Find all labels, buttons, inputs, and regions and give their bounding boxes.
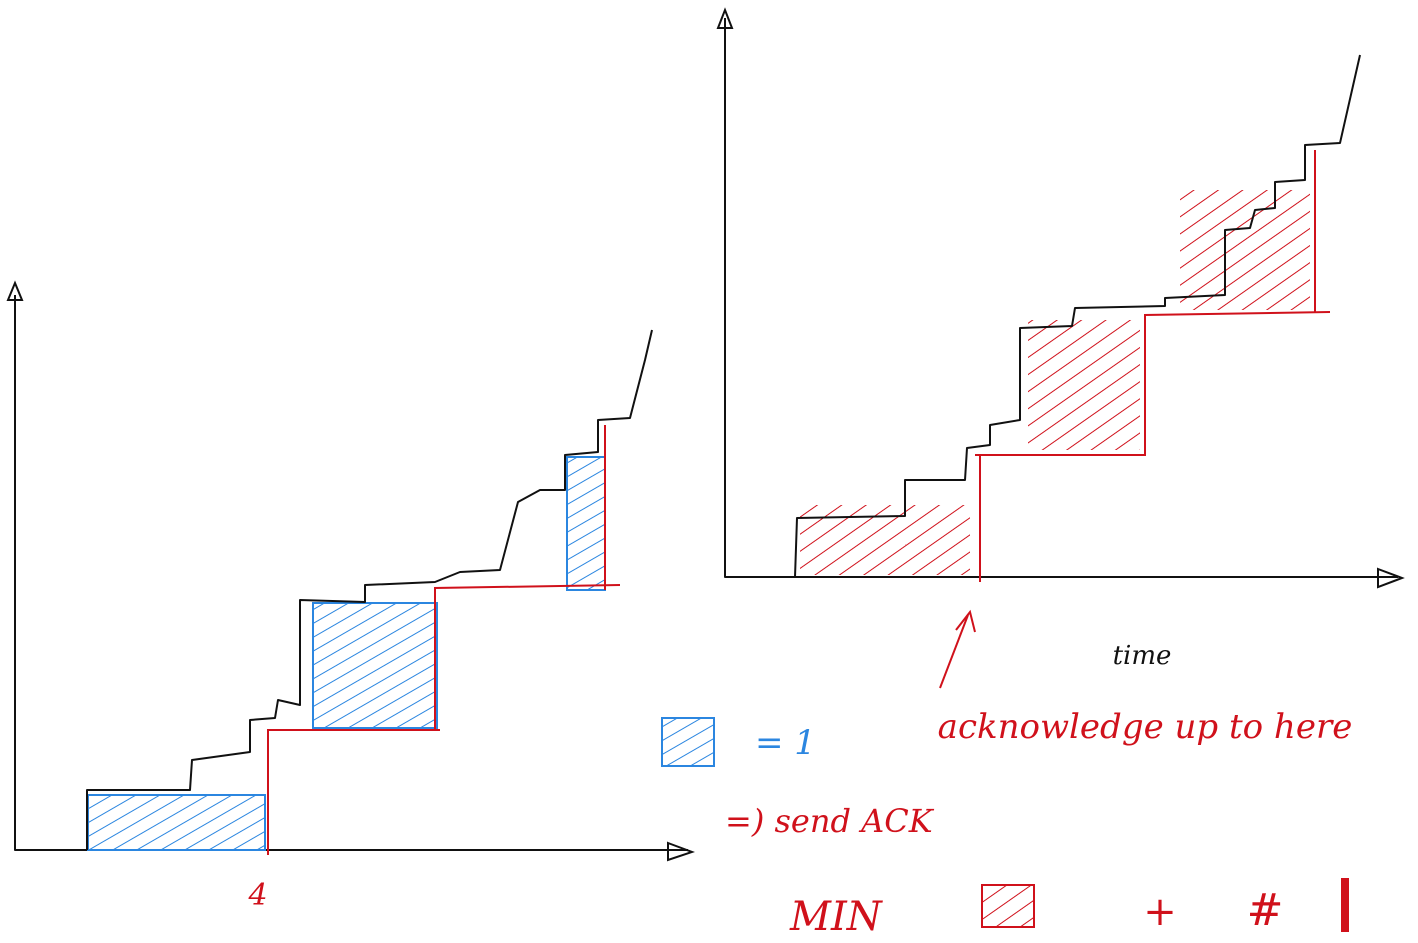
arrowhead [668, 843, 692, 860]
left-chart: 4 [8, 283, 692, 913]
red-block [1180, 190, 1310, 310]
formula-hash: # [1247, 885, 1284, 936]
formula-swatch [982, 885, 1034, 927]
right-chart: time acknowledge up to here [718, 10, 1402, 747]
pointer-arrow [940, 615, 968, 688]
annotation: acknowledge up to here [938, 707, 1353, 747]
staircase [795, 55, 1360, 577]
blue-block [567, 457, 605, 590]
legend-text: = 1 [755, 723, 816, 763]
blue-block [88, 795, 265, 850]
formula-min: MIN [789, 894, 884, 940]
red-block [1028, 320, 1140, 450]
axis-label: time [1113, 641, 1172, 671]
note: =) send ACK [725, 802, 935, 840]
legend-swatch [662, 718, 714, 766]
formula-plus: + [1143, 889, 1177, 935]
blue-block [313, 603, 437, 728]
notes: = 1 =) send ACK MIN + # [662, 718, 1345, 940]
tick-label: 4 [247, 878, 267, 913]
diagram: 4 time acknowledge up to here = 1 =) sen… [0, 0, 1418, 943]
